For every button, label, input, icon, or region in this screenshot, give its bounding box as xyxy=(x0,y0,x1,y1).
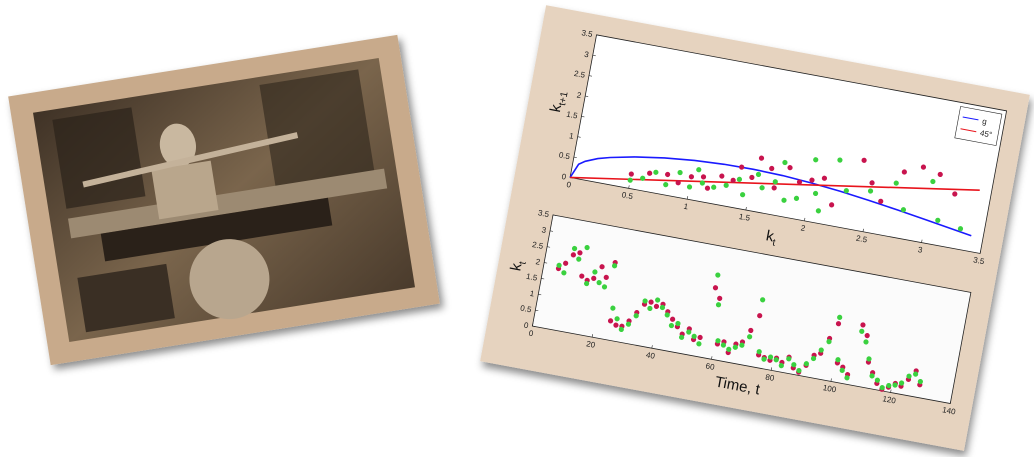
chart-card: 00.511.522.533.500.511.522.533.5ktkt+1g4… xyxy=(480,5,1030,451)
photo-card xyxy=(8,35,440,365)
slide: 00.511.522.533.500.511.522.533.5ktkt+1g4… xyxy=(0,0,1034,457)
photo-shape xyxy=(52,107,145,208)
